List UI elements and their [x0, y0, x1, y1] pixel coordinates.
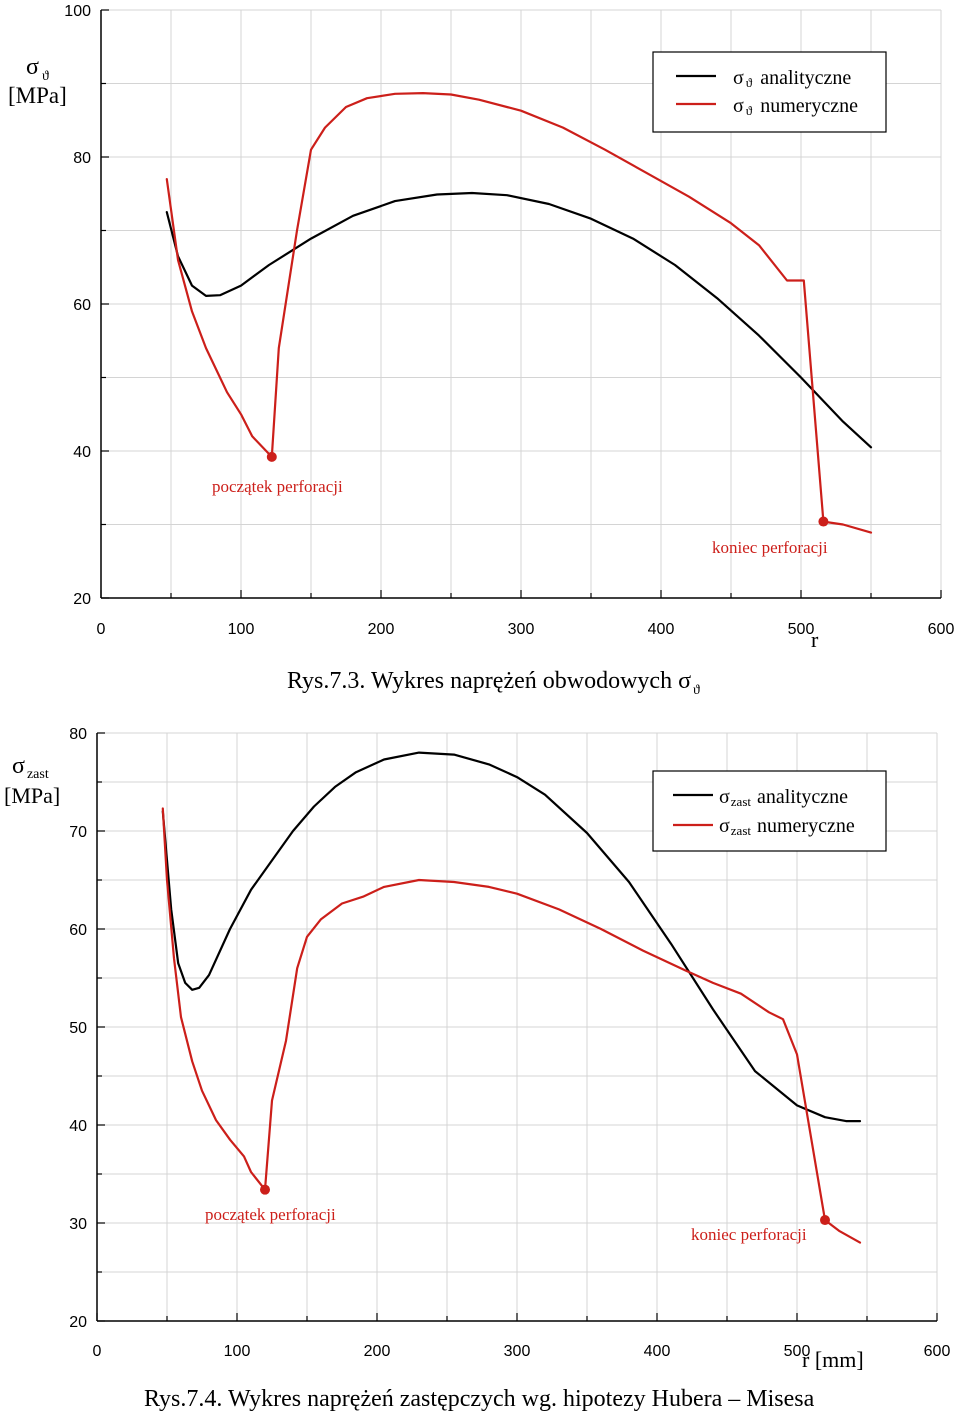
- chart-1-x-tick-label: 600: [928, 621, 955, 638]
- chart-2-y-tick-labels: 20 30 40 50 60 70 80: [69, 726, 87, 1331]
- chart-2-caption: Rys.7.4. Wykres naprężeń zastępczych wg.…: [144, 1386, 815, 1412]
- chart-1-legend-box: [652, 51, 887, 133]
- chart-2-legend-entry-1: σzast numeryczne: [719, 815, 855, 838]
- chart-2-y-tick-label: 40: [69, 1118, 87, 1135]
- chart-1-y-tick-label: 80: [73, 150, 91, 167]
- chart-2-y-tick-label: 70: [69, 824, 87, 841]
- chart-2-y-tick-label: 60: [69, 922, 87, 939]
- chart-2-legend-box: [652, 770, 887, 852]
- chart-1-marker-point-1: [818, 516, 829, 527]
- chart-2-y-tick-label: 30: [69, 1216, 87, 1233]
- chart-1-x-tick-label: 0: [97, 621, 106, 638]
- chart-1-xlabel-cover: [790, 655, 910, 667]
- chart-1-legend-entry-1: σ ϑ numeryczne: [733, 95, 858, 118]
- chart-1-ylabel-unit: [MPa]: [8, 83, 67, 108]
- chart-2-ylabel: σ zast: [12, 753, 49, 782]
- chart-1-legend-entry-0: σ ϑ analityczne: [733, 67, 851, 90]
- chart-2-y-tick-label: 20: [69, 1314, 87, 1331]
- chart-1-x-tick-label: 500: [788, 621, 815, 638]
- chart-1-y-tick-label: 100: [64, 3, 91, 20]
- chart-2-series-line-1: [161, 807, 862, 1244]
- chart-2-y-tick-label: 50: [69, 1020, 87, 1037]
- chart-2-grid: [97, 732, 938, 1321]
- chart-2-x-tick-label: 300: [504, 1343, 531, 1360]
- chart-1-marker-label-1: koniec perforacji: [712, 538, 828, 557]
- chart-1-x-tick-label: 400: [648, 621, 675, 638]
- chart-2-y-tick-label: 80: [69, 726, 87, 743]
- chart-2-x-tick-label: 200: [364, 1343, 391, 1360]
- chart-2-x-tick-label: 100: [224, 1343, 251, 1360]
- chart-2-ylabel-unit: [MPa]: [4, 783, 60, 808]
- chart-2-x-tick-labels: 0 100 200 300 400 500 600: [93, 1343, 951, 1360]
- chart-1-marker-label-0: początek perforacji: [212, 477, 343, 496]
- chart-1-x-tick-label: 300: [508, 621, 535, 638]
- chart-1-marker-point-0: [266, 451, 277, 462]
- chart-2-series-line-0: [161, 751, 862, 1123]
- chart-2-marker-label-1: koniec perforacji: [691, 1225, 807, 1244]
- chart-1-axes: [100, 9, 942, 599]
- chart-2-legend-entry-0: σzast analityczne: [719, 786, 848, 809]
- chart-1-xlabel: r: [811, 627, 819, 652]
- chart-1-series: [165, 91, 873, 534]
- chart-2-marker-point-1: [820, 1215, 830, 1226]
- chart-1-y-tick-label: 60: [73, 297, 91, 314]
- chart-1-x-tick-label: 200: [368, 621, 395, 638]
- chart-2-x-tick-label: 600: [924, 1343, 951, 1360]
- chart-1-y-tick-label: 20: [73, 591, 91, 608]
- chart-1-x-tick-label: 100: [228, 621, 255, 638]
- chart-2-xlabel: r [mm]: [802, 1347, 864, 1372]
- chart-1-y-tick-labels: 20 40 60 80 100: [64, 3, 91, 608]
- chart-2-marker-label-0: początek perforacji: [205, 1205, 336, 1224]
- chart-1-series-line-0: [165, 191, 873, 449]
- chart-2-x-tick-label: 0: [93, 1343, 102, 1360]
- chart-1-y-tick-label: 40: [73, 444, 91, 461]
- chart-1-legend: σ ϑ analityczne σ ϑ numeryczne: [652, 51, 887, 133]
- chart-1-x-tick-labels: 0 100 200 300 400 500 600: [97, 621, 955, 638]
- chart-1-series-line-1: [165, 91, 873, 534]
- chart-2-marker-point-0: [260, 1184, 270, 1195]
- chart-2-x-tick-label: 400: [644, 1343, 671, 1360]
- chart-2-x-tick-label: 500: [784, 1343, 811, 1360]
- chart-2-legend: σzast analityczne σzast numeryczne: [652, 770, 887, 852]
- chart-2: 0 100 200 300 400 500 600 20 30 40 50 60 70 80 σ zast…: [4, 726, 950, 1412]
- chart-2-series: [161, 751, 862, 1244]
- chart-1-markers: [266, 451, 829, 527]
- chart-2-axes: [96, 732, 938, 1322]
- chart-2-markers: [260, 1184, 830, 1226]
